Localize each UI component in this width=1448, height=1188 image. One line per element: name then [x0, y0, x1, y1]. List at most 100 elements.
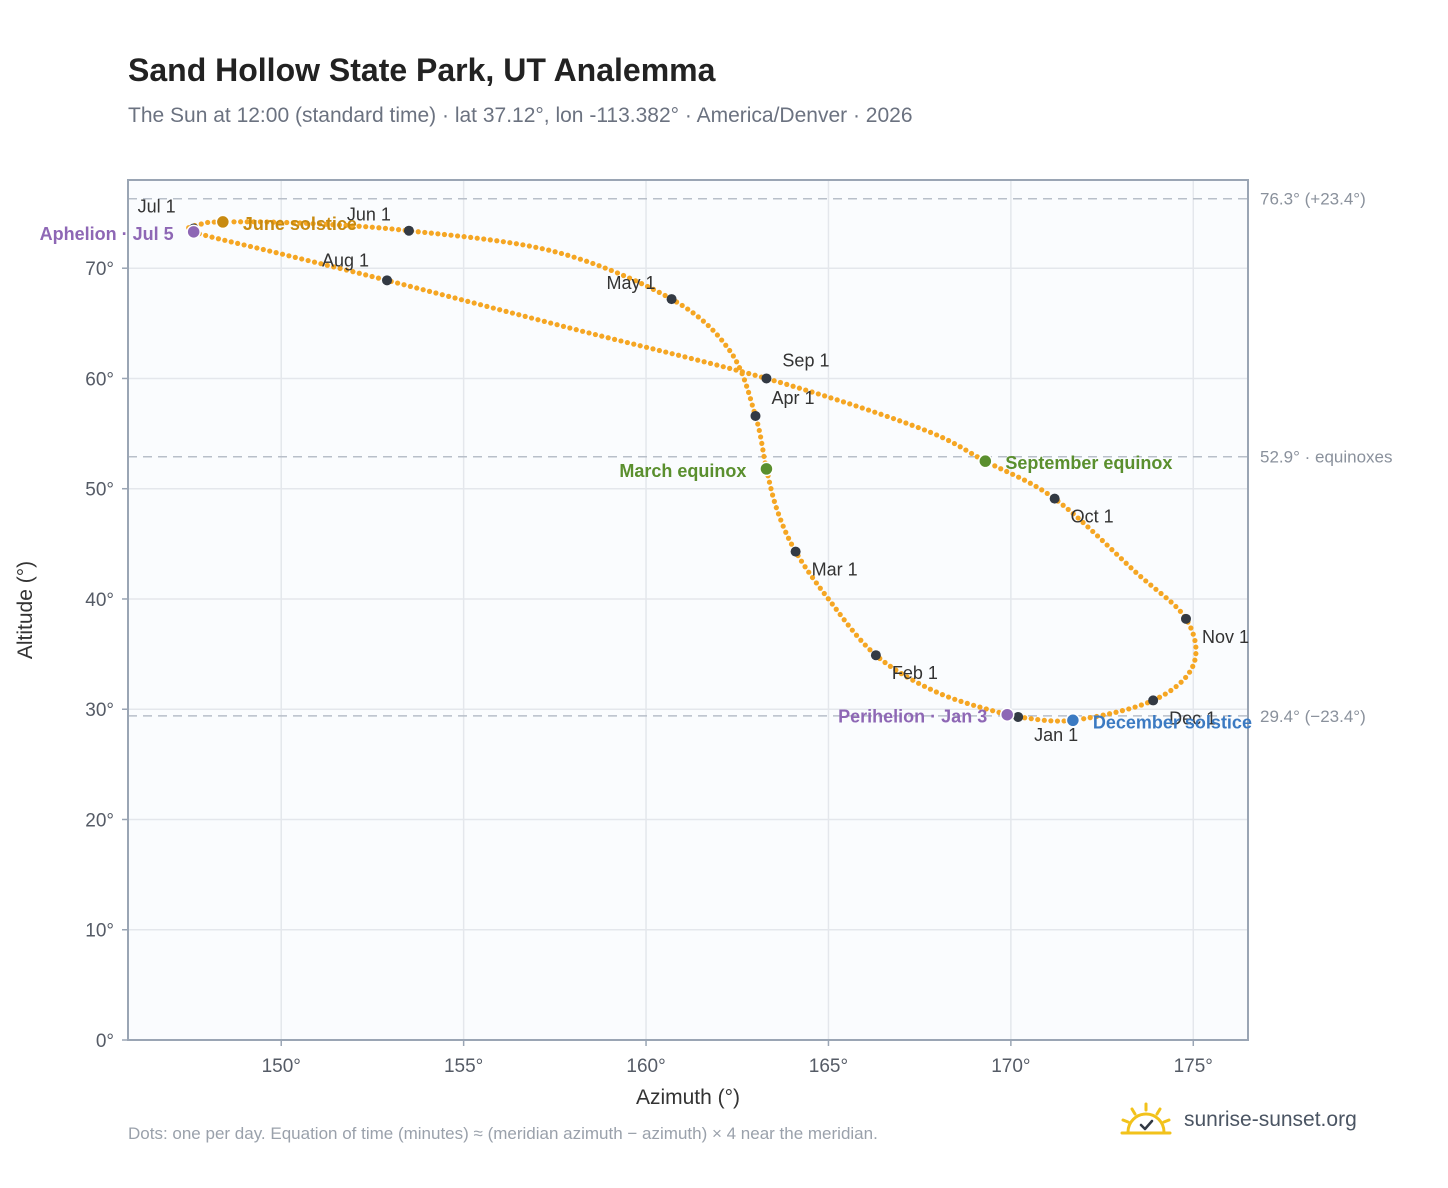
analemma-day-dot	[389, 226, 395, 232]
x-tick-label: 170°	[991, 1056, 1030, 1077]
analemma-day-dot	[813, 580, 819, 586]
event-label: December solstice	[1093, 712, 1252, 732]
analemma-day-dot	[441, 231, 448, 238]
analemma-day-dot	[428, 230, 434, 236]
analemma-day-dot	[1010, 471, 1016, 477]
analemma-day-dot	[822, 393, 828, 399]
analemma-day-dot	[837, 611, 843, 618]
analemma-day-dot	[331, 264, 337, 270]
analemma-day-dot	[277, 219, 283, 225]
analemma-day-dot	[701, 359, 707, 365]
analemma-day-dot	[1075, 515, 1081, 521]
analemma-day-dot	[1132, 704, 1138, 710]
analemma-day-dot	[481, 236, 487, 242]
analemma-day-dot	[337, 265, 343, 272]
analemma-day-dot	[1168, 599, 1174, 605]
analemma-day-dot	[273, 250, 279, 256]
month-label: Jan 1	[1034, 725, 1078, 745]
analemma-day-dot	[611, 336, 618, 342]
analemma-day-dot	[1114, 551, 1120, 557]
analemma-day-dot	[882, 659, 888, 666]
analemma-day-dot	[1153, 586, 1159, 592]
analemma-day-dot	[237, 219, 244, 225]
analemma-day-dot	[605, 335, 611, 341]
analemma-day-dot	[477, 302, 484, 308]
analemma-day-dot	[828, 395, 834, 401]
analemma-day-dot	[363, 272, 369, 278]
analemma-day-dot	[817, 585, 823, 591]
month-marker	[666, 294, 677, 305]
analemma-day-dot	[934, 432, 940, 438]
analemma-day-dot	[407, 283, 413, 289]
analemma-day-dot	[847, 401, 853, 407]
event-label: Aphelion · Jul 5	[40, 224, 174, 244]
analemma-day-dot	[382, 225, 389, 231]
analemma-day-dot	[596, 263, 602, 269]
analemma-day-dot	[1128, 565, 1134, 571]
analemma-day-dot	[727, 347, 733, 354]
analemma-day-dot	[867, 647, 873, 653]
chart-subtitle: The Sun at 12:00 (standard time) · lat 3…	[128, 104, 913, 127]
analemma-day-dot	[1168, 687, 1174, 694]
analemma-day-dot	[990, 708, 996, 714]
analemma-day-dot	[297, 220, 303, 226]
analemma-day-dot	[1190, 663, 1196, 669]
analemma-day-dot	[992, 463, 998, 469]
analemma-day-dot	[541, 318, 547, 324]
analemma-day-dot	[853, 403, 859, 409]
analemma-day-dot	[744, 383, 750, 389]
analemma-day-dot	[1041, 717, 1047, 723]
analemma-day-dot	[758, 434, 764, 440]
month-label: Oct 1	[1071, 507, 1114, 527]
analemma-day-dot	[343, 267, 350, 273]
analemma-day-dot	[590, 260, 596, 267]
analemma-day-dot	[705, 322, 711, 329]
analemma-day-dot	[695, 314, 701, 320]
analemma-day-dot	[270, 219, 277, 225]
analemma-day-dot	[736, 365, 743, 371]
analemma-day-dot	[1048, 718, 1054, 724]
analemma-day-dot	[998, 466, 1004, 472]
analemma-day-dot	[940, 435, 946, 441]
analemma-day-dot	[759, 440, 765, 447]
analemma-day-dot	[679, 302, 685, 309]
analemma-day-dot	[752, 372, 758, 378]
month-label: Sep 1	[782, 350, 829, 370]
analemma-day-dot	[500, 239, 506, 245]
month-marker	[1049, 493, 1060, 504]
analemma-day-dot	[552, 249, 558, 255]
analemma-day-dot	[964, 700, 970, 706]
chart-title: Sand Hollow State Park, UT Analemma	[128, 52, 716, 88]
analemma-day-dot	[714, 362, 720, 368]
analemma-day-dot	[618, 338, 624, 344]
month-marker	[761, 373, 772, 384]
analemma-day-dot	[363, 224, 369, 230]
analemma-day-dot	[330, 222, 336, 228]
analemma-day-dot	[777, 379, 784, 386]
analemma-day-dot	[910, 677, 916, 683]
analemma-day-dot	[395, 227, 402, 233]
analemma-day-dot	[503, 308, 509, 314]
brand-logo[interactable]: sunrise-sunset.org	[1120, 1100, 1357, 1140]
analemma-day-dot	[1087, 715, 1093, 721]
analemma-day-dot	[303, 220, 310, 226]
analemma-day-dot	[310, 221, 316, 227]
analemma-day-dot	[650, 286, 657, 292]
analemma-day-dot	[945, 694, 952, 700]
month-label: Feb 1	[892, 663, 938, 683]
analemma-day-dot	[865, 407, 872, 413]
analemma-day-dot	[957, 444, 963, 450]
analemma-day-dot	[539, 246, 545, 252]
y-tick-label: 10°	[85, 921, 114, 942]
month-marker	[750, 410, 761, 421]
analemma-day-dot	[1156, 694, 1163, 700]
analemma-day-dot	[1177, 608, 1183, 614]
analemma-day-dot	[1094, 533, 1101, 539]
analemma-day-dot	[247, 243, 254, 250]
analemma-day-dot	[884, 413, 890, 420]
analemma-day-dot	[1044, 490, 1050, 497]
analemma-day-dot	[707, 360, 714, 366]
analemma-day-dot	[1158, 590, 1164, 597]
analemma-day-dot	[650, 346, 656, 352]
